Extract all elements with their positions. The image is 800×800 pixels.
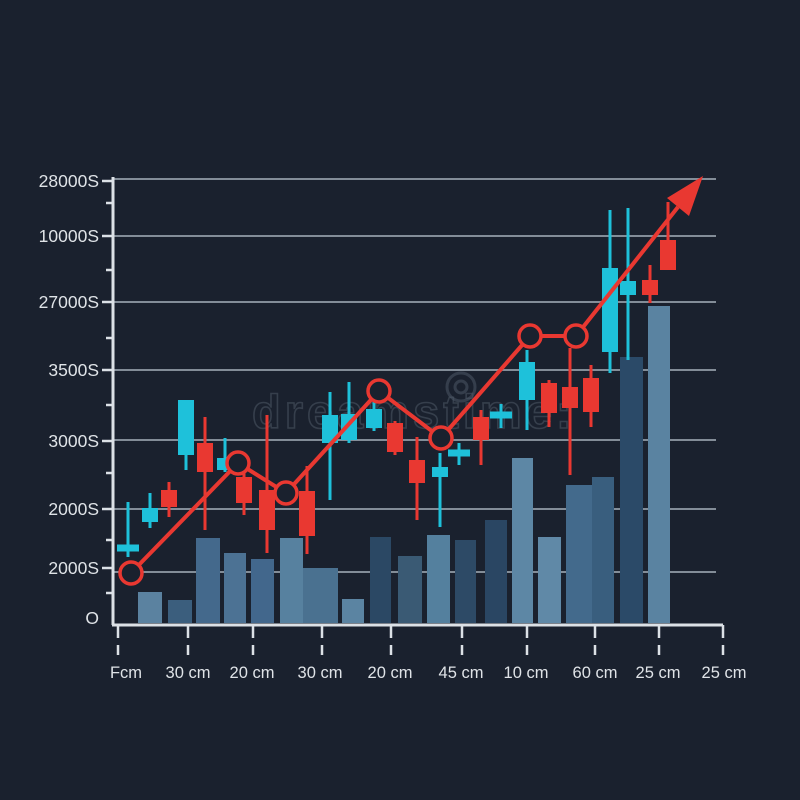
candle-body xyxy=(562,387,578,408)
volume-bar xyxy=(512,458,533,623)
trend-node xyxy=(273,480,299,506)
candle-body xyxy=(161,490,177,507)
volume-bar xyxy=(648,306,670,623)
candle-doji-dash xyxy=(448,449,470,457)
candle-body xyxy=(409,460,425,483)
volume-bar xyxy=(485,520,507,623)
x-tick-label: 20 cm xyxy=(230,664,275,682)
volume-bar xyxy=(196,538,220,623)
x-tick-label: 10 cm xyxy=(504,664,549,682)
volume-bar xyxy=(455,540,476,623)
volume-bar xyxy=(538,537,561,623)
trend-node xyxy=(428,425,454,451)
candle-body xyxy=(236,477,252,503)
candle-body xyxy=(299,491,315,536)
volume-bar xyxy=(620,357,643,623)
candle-body xyxy=(178,400,194,455)
candle-body xyxy=(322,415,338,443)
y-tick-label: 2000S xyxy=(48,499,99,519)
y-tick-label: O xyxy=(85,608,99,628)
volume-bar xyxy=(370,537,391,623)
volume-bar xyxy=(566,485,592,623)
candle-body xyxy=(197,443,213,472)
candle-body xyxy=(602,268,618,352)
watermark: dreamstime: xyxy=(251,371,576,439)
volume-bars xyxy=(138,306,670,623)
trend-arrowhead xyxy=(667,176,703,216)
y-tick-label: 28000S xyxy=(39,171,99,191)
x-tick-label: Fcm xyxy=(110,664,142,682)
volume-bar xyxy=(168,600,192,623)
trend-node xyxy=(118,560,144,586)
candle-body xyxy=(259,490,275,530)
x-tick-label: 60 cm xyxy=(573,664,618,682)
y-tick-label: 2000S xyxy=(48,558,99,578)
volume-bar xyxy=(251,559,274,623)
x-tick-label: 30 cm xyxy=(166,664,211,682)
candle-body xyxy=(366,409,382,428)
candle-body xyxy=(519,362,535,400)
candle-body xyxy=(620,281,636,295)
volume-bar xyxy=(303,568,338,623)
x-tick-label: 20 cm xyxy=(368,664,413,682)
candle-body xyxy=(432,467,448,477)
candle-body xyxy=(473,417,489,440)
trend-line-group xyxy=(118,176,703,586)
candle-body xyxy=(660,240,676,270)
volume-bar xyxy=(398,556,422,623)
x-tick-label: 25 cm xyxy=(702,664,747,682)
candle-body xyxy=(642,280,658,295)
y-tick-label: 10000S xyxy=(39,226,99,246)
y-tick-label: 27000S xyxy=(39,292,99,312)
trend-node xyxy=(366,378,392,404)
candle-body xyxy=(387,423,403,452)
x-tick-label: 45 cm xyxy=(439,664,484,682)
x-tick-label: 25 cm xyxy=(636,664,681,682)
candle-doji-dash xyxy=(490,411,512,419)
x-tick-label: 30 cm xyxy=(298,664,343,682)
volume-bar xyxy=(427,535,450,623)
watermark-spiral-icon xyxy=(453,379,469,395)
trend-node xyxy=(517,323,543,349)
trend-node xyxy=(225,450,251,476)
volume-bar xyxy=(592,477,614,623)
trend-node xyxy=(563,323,589,349)
candle-body xyxy=(142,508,158,522)
volume-bar xyxy=(280,538,303,623)
candle-body xyxy=(541,383,557,413)
axes: 28000S 10000S 27000S 3500S 3000S 2000S 2000S O F… xyxy=(39,171,747,682)
watermark-spiral-icon xyxy=(445,371,477,403)
y-tick-label: 3000S xyxy=(48,431,99,451)
y-tick-label: 3500S xyxy=(48,360,99,380)
candle-body xyxy=(583,378,599,412)
volume-bar xyxy=(224,553,246,623)
watermark-text: dreamstime: xyxy=(252,385,576,438)
volume-bar xyxy=(138,592,162,623)
volume-bar xyxy=(342,599,364,623)
candle-doji-dash xyxy=(117,544,139,552)
